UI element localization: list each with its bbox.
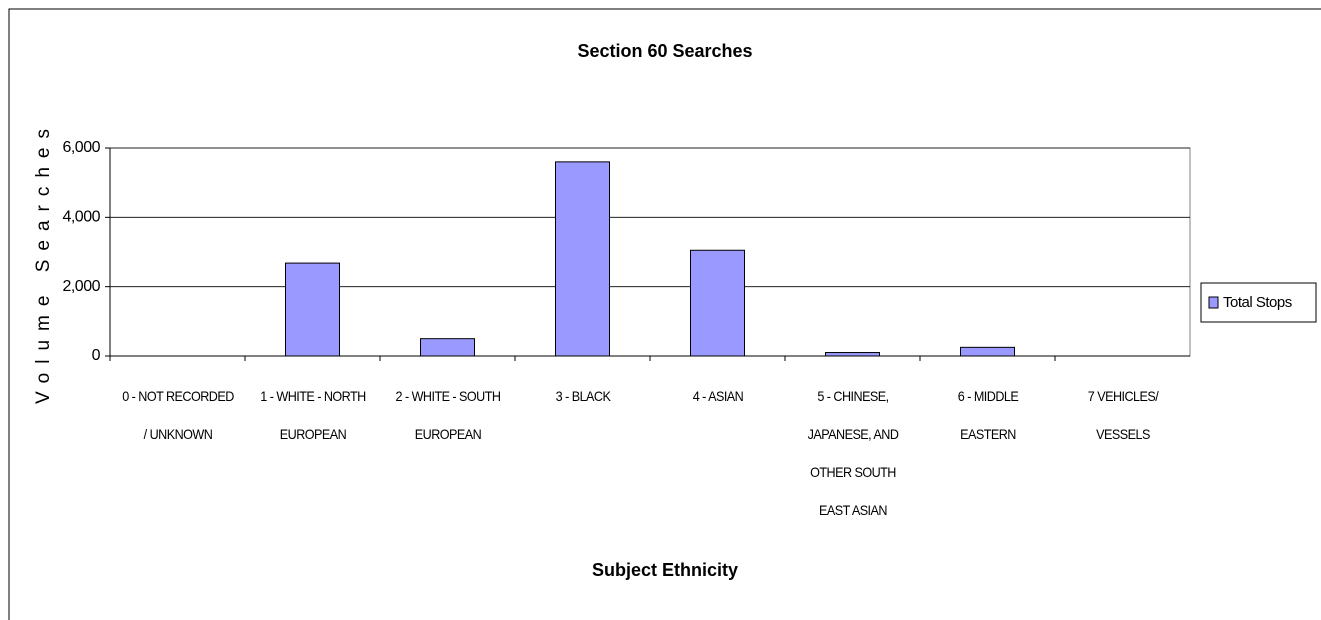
y-axis-title: Volume Searches xyxy=(33,120,54,404)
legend-swatch xyxy=(1208,296,1219,309)
x-tick-label: 1 - WHITE - NORTH EUROPEAN xyxy=(259,388,366,442)
x-axis-title: Subject Ethnicity xyxy=(592,560,738,580)
bar xyxy=(285,262,340,357)
x-tick-label: 6 - MIDDLE EASTERN xyxy=(957,388,1018,442)
bar xyxy=(690,249,745,357)
chart-title: Section 60 Searches xyxy=(577,41,752,61)
x-tick-label: 5 - CHINESE, JAPANESE, AND OTHER SOUTH E… xyxy=(807,388,898,518)
y-tick-label: 2,000 xyxy=(62,278,100,295)
bar xyxy=(960,346,1015,357)
x-tick-label: 0 - NOT RECORDED / UNKNOWN xyxy=(121,388,234,442)
plot-area xyxy=(109,147,1191,357)
y-tick-label: 6,000 xyxy=(62,139,100,156)
y-tick-label: 0 xyxy=(92,347,101,364)
bar xyxy=(420,338,475,357)
legend-frame xyxy=(1200,282,1317,323)
x-tick-label: 4 - ASIAN xyxy=(692,388,743,404)
y-tick-label: 4,000 xyxy=(62,209,100,226)
x-tick-label: 2 - WHITE - SOUTH EUROPEAN xyxy=(395,388,500,442)
legend-label: Total Stops xyxy=(1223,294,1292,311)
bar xyxy=(825,352,880,357)
x-tick-label: 3 - BLACK xyxy=(555,388,610,404)
bar xyxy=(555,161,610,357)
x-tick-label: 7 VEHICLES/ VESSELS xyxy=(1087,388,1158,442)
